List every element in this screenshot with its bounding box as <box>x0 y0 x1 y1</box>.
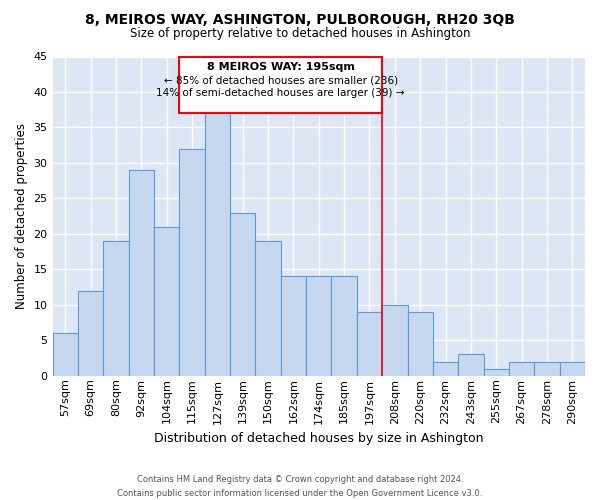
Text: Contains HM Land Registry data © Crown copyright and database right 2024.
Contai: Contains HM Land Registry data © Crown c… <box>118 476 482 498</box>
Bar <box>179 148 205 376</box>
Bar <box>306 276 331 376</box>
Text: 8 MEIROS WAY: 195sqm: 8 MEIROS WAY: 195sqm <box>207 62 355 72</box>
Y-axis label: Number of detached properties: Number of detached properties <box>15 123 28 309</box>
Bar <box>560 362 585 376</box>
X-axis label: Distribution of detached houses by size in Ashington: Distribution of detached houses by size … <box>154 432 484 445</box>
Text: Size of property relative to detached houses in Ashington: Size of property relative to detached ho… <box>130 28 470 40</box>
Text: 8, MEIROS WAY, ASHINGTON, PULBOROUGH, RH20 3QB: 8, MEIROS WAY, ASHINGTON, PULBOROUGH, RH… <box>85 12 515 26</box>
Text: ← 85% of detached houses are smaller (236): ← 85% of detached houses are smaller (23… <box>164 76 398 86</box>
Bar <box>357 312 382 376</box>
Bar <box>53 333 78 376</box>
Bar <box>256 241 281 376</box>
Bar <box>407 312 433 376</box>
Bar <box>484 368 509 376</box>
Bar <box>230 212 256 376</box>
Bar <box>154 227 179 376</box>
Bar <box>534 362 560 376</box>
Bar <box>433 362 458 376</box>
Bar <box>205 114 230 376</box>
Bar <box>331 276 357 376</box>
Bar <box>78 290 103 376</box>
Text: 14% of semi-detached houses are larger (39) →: 14% of semi-detached houses are larger (… <box>157 88 405 99</box>
Bar <box>382 305 407 376</box>
Bar <box>281 276 306 376</box>
FancyBboxPatch shape <box>179 56 382 114</box>
Bar <box>128 170 154 376</box>
Bar <box>458 354 484 376</box>
Bar <box>103 241 128 376</box>
Bar <box>509 362 534 376</box>
